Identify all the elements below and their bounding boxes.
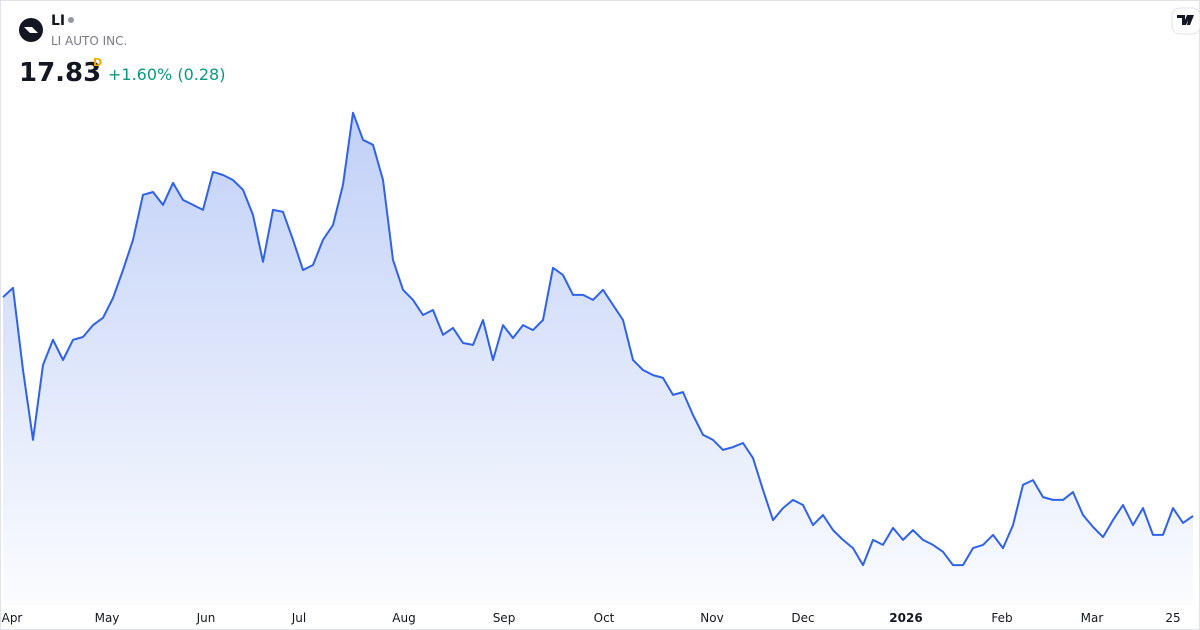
tradingview-logo[interactable] — [1171, 7, 1200, 35]
x-tick-label: Nov — [700, 611, 723, 625]
x-tick-label: Jul — [291, 611, 306, 625]
x-tick-label: Feb — [991, 611, 1012, 625]
x-tick-label: Jun — [196, 611, 216, 625]
x-tick-label: Sep — [493, 611, 516, 625]
x-tick-label: 25 — [1165, 611, 1180, 625]
logo — [19, 18, 43, 42]
price: 17.83 — [19, 58, 101, 88]
price-line — [2, 111, 1194, 567]
plot: Apr May Jun Jul Aug Sep Oct Nov Dec 2026 Feb Mar 25 — [2, 111, 1194, 625]
area-fill — [3, 112, 1193, 605]
company-name: LI AUTO INC. — [51, 34, 127, 48]
interval: D — [93, 56, 102, 69]
x-tick-label: 2026 — [889, 611, 922, 625]
x-tick-label: Apr — [2, 611, 23, 625]
change: +1.60% (0.28) — [108, 65, 225, 84]
x-tick-label: May — [95, 611, 120, 625]
x-tick-label: Dec — [791, 611, 814, 625]
x-tick-label: Mar — [1081, 611, 1104, 625]
x-tick-label: Aug — [392, 611, 415, 625]
status-dot — [68, 17, 74, 23]
x-tick-label: Oct — [594, 611, 615, 625]
symbol: LI — [51, 13, 65, 29]
